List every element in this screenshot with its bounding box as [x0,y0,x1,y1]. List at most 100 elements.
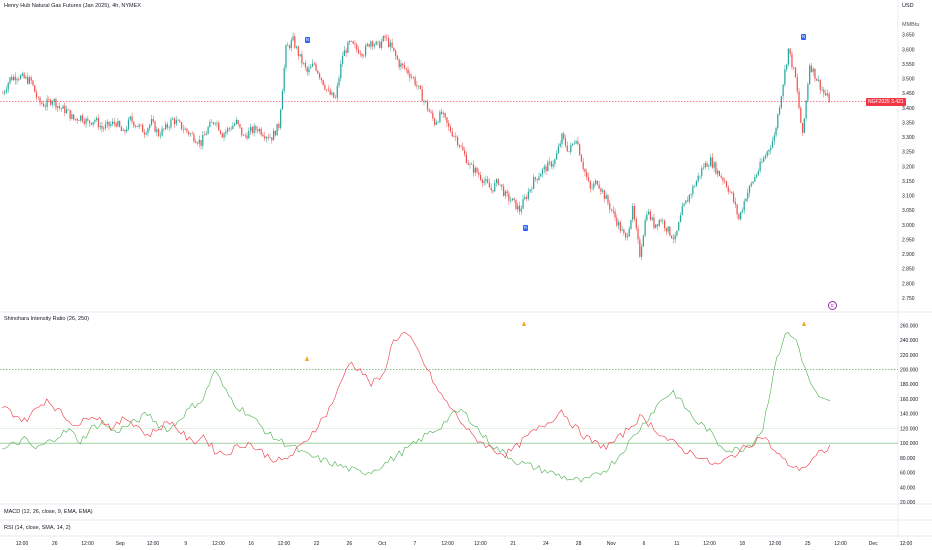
candle-body [19,75,22,80]
candle-body [727,187,729,192]
candle-body [428,109,430,112]
candle-body [433,118,436,125]
candle-body [520,208,522,212]
candle-body [435,122,437,125]
candle-body [602,190,604,192]
candle-body [149,124,151,129]
event-marker[interactable]: E [828,301,837,310]
candle-body [324,85,326,90]
candle-body [219,130,222,134]
candle-body [276,123,278,136]
candle-body [88,120,91,123]
time-tick-label: 16 [248,541,254,547]
candle-body [688,194,690,202]
candle-body [625,233,627,238]
candle-body [561,133,563,144]
candle-body [258,128,261,132]
candle-body [64,105,66,114]
candle-body [205,133,207,135]
candle-body [380,41,383,48]
candle-body [432,112,434,119]
sir-levels [0,369,898,444]
time-tick-label: 12:00 [81,541,94,547]
candle-body [172,118,174,120]
candle-body [488,182,491,188]
candle-body [242,135,245,136]
candle-body [720,176,722,178]
candle-body [518,205,521,212]
candle-body [357,49,360,54]
candle-body [617,222,620,226]
candle-body [579,144,581,156]
candle-body [87,118,89,121]
candle-body [403,65,406,69]
sir-tick-label: 80.000 [900,456,916,462]
time-tick-label: 12:00 [474,541,487,547]
candle-body [313,63,315,65]
candle-body [444,113,446,118]
candle-body [248,130,250,139]
candle-body [145,133,147,135]
candle-body [449,126,452,132]
candle-body [21,73,23,76]
time-tick-label: Dec [869,541,878,547]
candle-body [386,37,388,39]
candle-body [787,48,790,65]
candle-body [471,164,473,165]
candle-body [766,151,768,156]
candle-body [426,101,429,110]
candle-body [568,151,570,152]
price-tick-label: 3.500 [902,77,915,83]
candle-body [76,118,78,121]
time-tick-label: 12:00 [834,541,847,547]
candle-body [389,42,391,47]
candle-body [529,189,531,192]
candle-body [824,93,827,96]
candle-body [414,77,416,86]
candle-body [573,143,575,145]
candle-body [7,82,9,90]
price-tick-label: 3.300 [902,135,915,141]
candle-body [283,67,285,91]
last-price-tag: NGF2025 3.421 [866,98,906,106]
sir-legend[interactable]: Shinohara Intensity Ratio (26, 250) [4,316,89,322]
candle-body [341,56,344,64]
candle-body [90,122,92,125]
candle-body [398,59,400,68]
candle-body [557,146,560,154]
price-marker-3[interactable]: N [801,34,806,40]
candle-body [768,149,770,152]
price-marker-1[interactable]: N [305,37,310,43]
candle-body [750,183,752,186]
candle-body [334,97,337,99]
candle-body [423,100,425,102]
sir-tick-label: 240.000 [900,338,918,344]
candle-body [18,78,20,80]
candle-body [770,147,772,150]
candle-body [499,184,501,186]
candle-body [53,99,55,102]
candle-body [692,186,694,194]
candle-body [416,85,418,87]
candle-body [62,105,64,109]
candle-body [626,236,629,238]
candle-body [513,198,515,200]
candle-body [373,44,376,47]
rsi-legend[interactable]: RSI (14, close, SMA, 14, 2) [4,525,71,531]
time-axis: 12:00 26 12:00 Sep 12:00 9 12:00 16 12:00 22 26 Oct… [16,541,913,547]
candle-body [5,89,8,92]
price-marker-2[interactable]: R [523,225,528,231]
candle-body [734,201,736,205]
candle-body [237,119,239,125]
candle-body [28,77,31,84]
candle-body [451,131,453,137]
candle-body [632,205,634,220]
candle-body [216,122,218,124]
candle-body [531,188,533,190]
candle-body [709,157,712,167]
candle-body [74,118,77,120]
macd-legend[interactable]: MACD (12, 26, close, 9, EMA, EMA) [4,509,93,515]
candle-body [816,78,818,81]
candle-body [778,107,781,115]
